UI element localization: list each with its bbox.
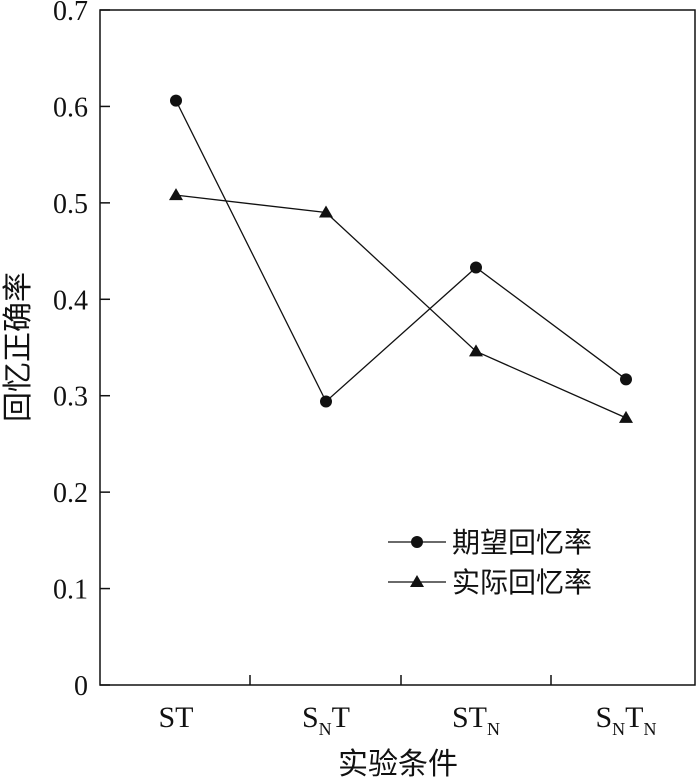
series-line: [175, 194, 627, 419]
y-axis-title: 回忆正确率: [1, 272, 36, 422]
y-tick-label: 0: [74, 671, 88, 702]
y-tick-label: 0.7: [53, 0, 88, 27]
data-point-triangle: [469, 344, 483, 357]
data-point-triangle: [619, 410, 633, 423]
legend-marker-triangle: [410, 575, 424, 587]
legend-label: 实际回忆率: [452, 566, 592, 599]
series-line: [175, 100, 627, 403]
data-point-circle: [320, 395, 332, 408]
legend-marker-circle: [411, 536, 423, 548]
data-point-triangle: [319, 205, 333, 218]
legend-label: 期望回忆率: [452, 526, 592, 559]
y-axis: 0 0.1 0.2 0.3 0.4 0.5 0.6 0.7: [53, 0, 110, 702]
y-tick-label: 0.3: [53, 382, 88, 413]
x-axis: ST SNT STN SNTN: [158, 675, 657, 739]
y-tick-label: 0.4: [53, 285, 88, 316]
x-tick-label: STN: [452, 701, 500, 739]
data-point-circle: [170, 94, 182, 107]
y-tick-label: 0.1: [53, 575, 88, 606]
data-point-circle: [470, 261, 482, 274]
x-tick-label: ST: [158, 701, 193, 734]
data-point-circle: [620, 373, 632, 386]
x-axis-title: 实验条件: [338, 747, 458, 781]
y-tick-label: 0.6: [53, 92, 88, 123]
plot-frame: [99, 9, 696, 686]
y-tick-label: 0.5: [53, 189, 88, 220]
x-tick-label: SNTN: [595, 701, 656, 739]
y-tick-label: 0.2: [53, 478, 88, 509]
series-layer: [169, 94, 633, 423]
data-point-triangle: [169, 188, 183, 201]
x-tick-label: SNT: [302, 701, 350, 739]
